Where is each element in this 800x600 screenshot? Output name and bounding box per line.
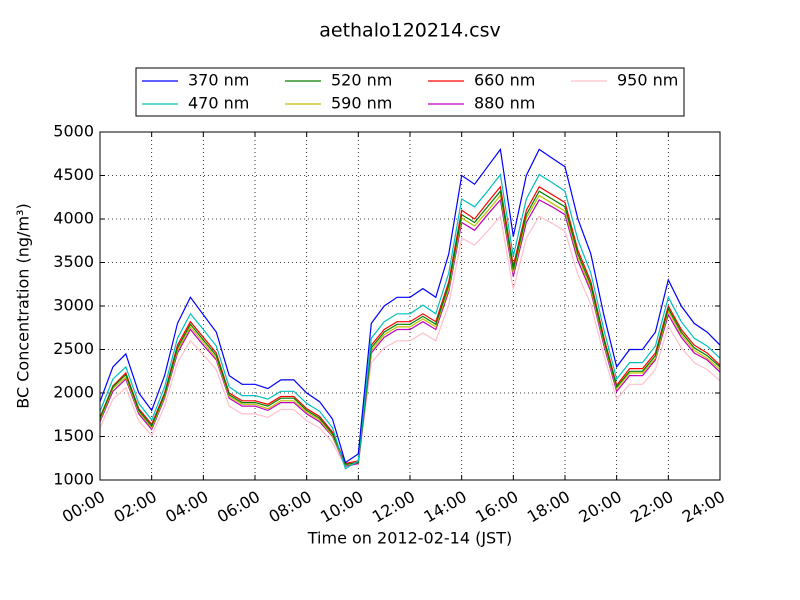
series-line xyxy=(99,198,721,467)
series-line xyxy=(99,189,721,465)
y-tick-label: 2500 xyxy=(53,339,94,358)
series-line xyxy=(99,147,721,464)
y-tick-label: 1000 xyxy=(53,470,94,489)
x-axis-label: Time on 2012-02-14 (JST) xyxy=(307,529,512,548)
legend-label: 660 nm xyxy=(474,71,535,90)
series-line xyxy=(99,173,721,470)
legend-box xyxy=(135,67,685,117)
legend-label: 520 nm xyxy=(331,71,392,90)
legend-label: 470 nm xyxy=(188,94,249,113)
chart-title: aethalo120214.csv xyxy=(319,20,501,42)
series-line xyxy=(99,215,721,468)
y-tick-label: 5000 xyxy=(53,122,94,141)
legend-label: 590 nm xyxy=(331,94,392,113)
y-tick-label: 3500 xyxy=(53,252,94,271)
legend-label: 370 nm xyxy=(188,71,249,90)
plot-frame xyxy=(99,131,721,481)
y-tick-label: 2000 xyxy=(53,383,94,402)
legend-label: 950 nm xyxy=(617,71,678,90)
series-line xyxy=(99,194,721,466)
legend-label: 880 nm xyxy=(474,94,535,113)
y-tick-label: 1500 xyxy=(53,426,94,445)
y-axis-label: BC Concentration (ng/m³) xyxy=(14,203,33,408)
y-tick-label: 3000 xyxy=(53,296,94,315)
y-tick-label: 4000 xyxy=(53,209,94,228)
y-tick-label: 4500 xyxy=(53,165,94,184)
